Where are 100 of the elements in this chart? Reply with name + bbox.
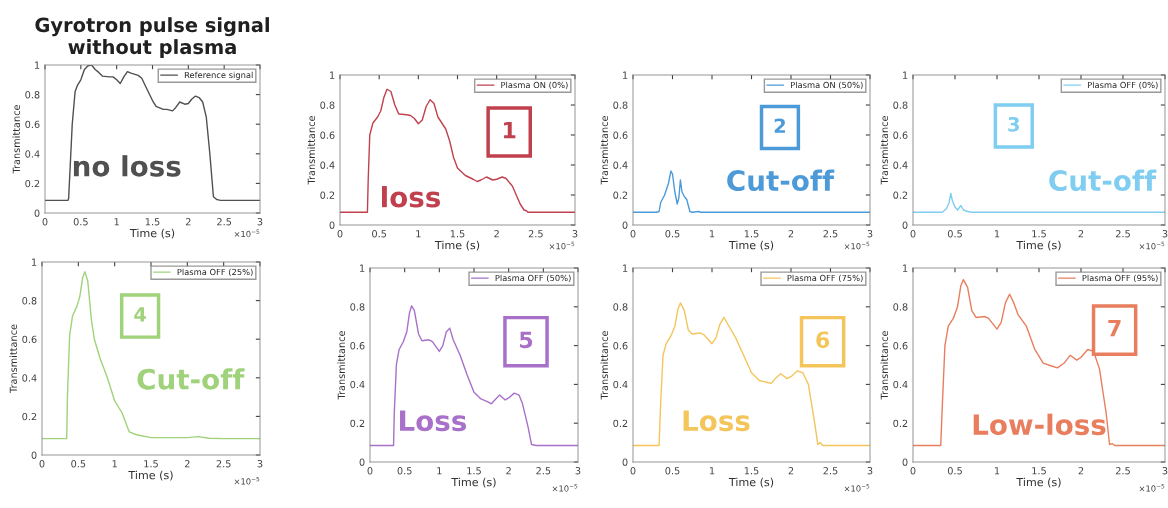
annotation: Loss: [400, 410, 467, 432]
y-tick-label: 1: [903, 71, 908, 79]
y-tick-label: 0.2: [613, 191, 628, 199]
line-series: [633, 302, 870, 447]
text: ×10$^{−5}$: [234, 476, 260, 485]
x-tick-label: 2.5: [216, 460, 231, 468]
y-tick-label: 0.2: [25, 179, 40, 188]
legend-label: Plasma OFF (25%): [177, 268, 253, 277]
x-tick-label: 1: [437, 467, 442, 475]
x-axis-title: Time (s): [451, 477, 496, 488]
y-tick-label: 0.8: [893, 101, 908, 109]
y-tick-label: 0.6: [320, 131, 335, 139]
y-tick-label: 0.8: [613, 101, 628, 109]
x-tick-label: 0.5: [665, 467, 680, 475]
x-axis-title: Time (s): [1016, 240, 1061, 251]
x-tick-label: 0.5: [73, 218, 88, 226]
y-tick-label: 0: [34, 209, 40, 217]
annotation: Cut-off: [727, 169, 835, 192]
x-axis-title: Time (s): [129, 228, 175, 239]
x-tick-label: 2.5: [823, 467, 838, 475]
text: ×10$^{−5}$: [549, 241, 575, 250]
x-tick-label: 0.5: [665, 230, 680, 238]
y-tick-label: 0.8: [22, 297, 37, 305]
y-axis-title: Transmittance: [600, 116, 609, 185]
line-series: [370, 305, 578, 447]
y-tick-label: 0.6: [22, 335, 37, 344]
annotation: Loss: [683, 410, 750, 432]
x-tick-label: 2: [494, 230, 499, 238]
text: ×10$^{−5}$: [552, 484, 578, 492]
x-tick-label: 2: [506, 467, 511, 475]
x-tick-label: 0: [630, 467, 636, 475]
y-tick-label: 0.8: [613, 303, 628, 311]
y-tick-label: 0.4: [350, 380, 365, 389]
y-tick-label: 1: [360, 264, 365, 272]
y-tick-label: 0.2: [22, 412, 37, 421]
text: ×10$^{−5}$: [844, 241, 870, 250]
y-tick-label: 0.2: [320, 191, 335, 199]
y-tick-label: 0.8: [893, 303, 908, 311]
y-tick-label: 1: [35, 61, 40, 69]
x-tick-label: 2.5: [536, 467, 551, 475]
x-tick-label: 1: [114, 218, 119, 226]
annotation: Cut-off: [1049, 169, 1157, 192]
x-tick-label: 1.5: [145, 218, 160, 226]
x-tick-label: 1: [994, 230, 1000, 238]
annotation: 4: [134, 307, 146, 322]
x-tick-label: 3: [575, 467, 581, 475]
y-tick-label: 0.8: [320, 101, 335, 109]
annotation: 7: [1108, 320, 1121, 337]
x-tick-label: 1: [709, 230, 715, 238]
x-tick-label: 1.5: [144, 460, 158, 468]
annotation: Low-loss: [973, 413, 1106, 436]
x-tick-label: 1.5: [1032, 230, 1046, 238]
x-tick-label: 1.5: [450, 230, 465, 238]
x-tick-label: 1: [416, 230, 421, 238]
y-tick-label: 0.6: [25, 120, 40, 129]
legend-label: Reference signal: [184, 71, 253, 80]
line-series: [633, 170, 870, 213]
legend-label: Plasma OFF (95%): [1082, 274, 1158, 283]
x-tick-label: 0: [630, 230, 636, 238]
y-tick-label: 0.4: [613, 380, 628, 389]
x-tick-label: 3: [257, 460, 263, 468]
x-tick-label: 2: [1078, 467, 1084, 475]
legend-label: Plasma ON (50%): [791, 81, 863, 90]
y-tick-label: 0.4: [893, 380, 908, 389]
x-axis-title: Time (s): [728, 240, 774, 251]
y-tick-label: 0.6: [350, 342, 365, 350]
x-tick-label: 2.5: [823, 230, 838, 238]
x-tick-label: 0: [39, 460, 45, 468]
y-tick-label: 0.6: [613, 342, 628, 350]
y-tick-label: 0.8: [25, 91, 40, 99]
x-tick-label: 3: [867, 467, 873, 475]
line-series: [42, 270, 260, 440]
legend-label: Plasma ON (0%): [501, 81, 568, 90]
y-tick-label: 0.2: [893, 191, 908, 199]
x-tick-label: 0.5: [947, 230, 962, 238]
chart-title: Gyrotron pulse signal without plasma: [35, 17, 269, 58]
x-tick-label: 3: [867, 230, 873, 238]
y-tick-label: 0.6: [893, 131, 908, 139]
text: ×10$^{−5}$: [1139, 241, 1165, 250]
x-tick-label: 0.5: [397, 467, 412, 475]
x-tick-label: 2: [788, 467, 794, 475]
x-tick-label: 3: [572, 230, 578, 238]
legend-label: Plasma OFF (75%): [787, 274, 863, 283]
x-tick-label: 0: [910, 467, 916, 475]
x-tick-label: 1.5: [744, 230, 759, 238]
y-tick-label: 0.6: [893, 342, 908, 350]
y-tick-label: 1: [330, 71, 335, 79]
text: ×10$^{−5}$: [844, 484, 870, 492]
annotation: 2: [774, 118, 786, 133]
x-tick-label: 0: [367, 467, 373, 475]
x-tick-label: 2.5: [528, 230, 543, 238]
x-tick-label: 0.5: [71, 460, 86, 468]
y-axis-title: Transmittance: [12, 105, 21, 174]
x-tick-label: 3: [1162, 230, 1168, 238]
annotation: Cut-off: [137, 368, 245, 390]
x-tick-label: 0: [42, 218, 48, 226]
x-tick-label: 0.5: [372, 230, 387, 238]
y-tick-label: 0: [31, 451, 37, 459]
x-tick-label: 3: [257, 218, 263, 226]
x-tick-label: 1: [112, 460, 117, 468]
